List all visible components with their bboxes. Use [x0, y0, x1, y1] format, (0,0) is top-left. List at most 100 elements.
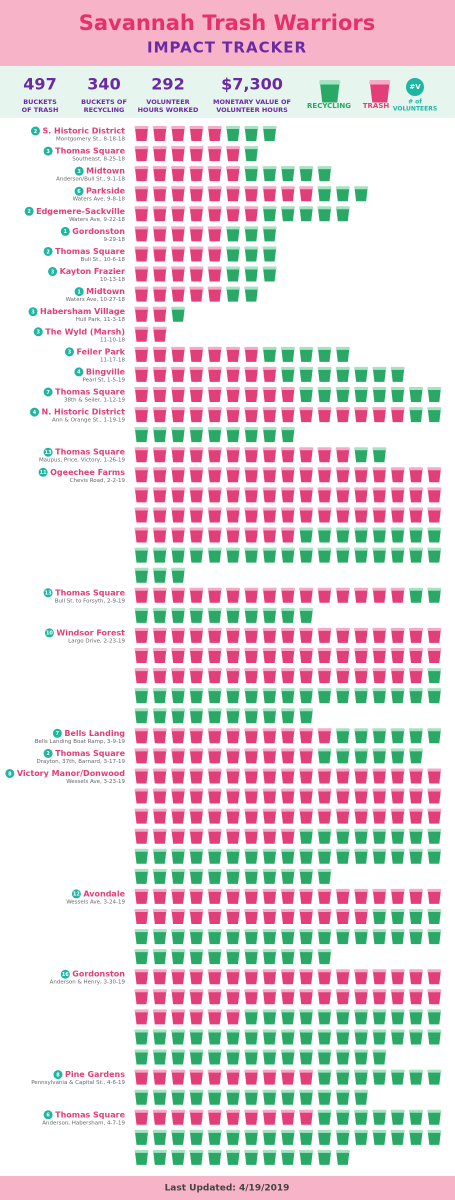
bucket-body — [318, 650, 331, 663]
bucket-rim — [244, 929, 259, 933]
bucket-rim — [134, 246, 149, 250]
recycling-bucket — [354, 1129, 369, 1145]
bucket-rim — [207, 447, 222, 451]
bucket-rim — [207, 206, 222, 210]
volunteer-count: 3 — [31, 309, 35, 315]
bucket-body — [153, 790, 167, 804]
bucket-rim — [335, 728, 350, 732]
trash-bucket — [189, 206, 204, 222]
bucket-body — [153, 549, 167, 563]
bucket-rim — [189, 648, 204, 651]
bucket-body — [244, 288, 258, 302]
bucket-rim — [152, 929, 167, 933]
bucket-rim — [244, 427, 259, 431]
bucket-rim — [390, 507, 405, 511]
bucket-body — [263, 368, 277, 382]
bucket-rim — [299, 949, 314, 953]
bucket-body — [354, 1031, 368, 1045]
recycling-bucket — [427, 1029, 442, 1045]
bucket-rim — [189, 507, 204, 511]
bucket-body — [135, 730, 148, 744]
recycling-bucket — [299, 688, 314, 704]
bucket-body — [299, 168, 313, 182]
recycling-bucket — [226, 547, 240, 563]
bucket-body — [391, 629, 405, 643]
bucket-body — [171, 228, 185, 242]
trash-bucket — [244, 487, 259, 503]
bucket-body — [226, 208, 240, 222]
bucket-body — [409, 830, 423, 844]
bucket-body — [171, 690, 185, 704]
bucket-body — [171, 469, 185, 483]
recycling-bucket — [207, 1149, 222, 1165]
bucket-body — [299, 549, 313, 563]
bucket-body — [189, 790, 203, 804]
bucket-rim — [299, 848, 314, 852]
bucket-body — [354, 1131, 368, 1145]
trash-bucket — [226, 366, 240, 382]
bucket-rim — [171, 748, 186, 752]
recycling-bucket — [152, 1029, 167, 1045]
bucket-body — [208, 368, 222, 382]
bucket-body — [171, 710, 185, 724]
trash-bucket — [134, 888, 149, 904]
bucket-body — [409, 549, 423, 563]
bucket-body — [281, 1031, 295, 1045]
bucket-body — [226, 1151, 240, 1165]
bucket-body — [299, 810, 313, 824]
trash-bucket — [134, 186, 149, 202]
bucket-body — [427, 911, 441, 924]
bucket-rim — [171, 166, 186, 170]
recycling-bucket — [372, 728, 387, 744]
bucket-body — [263, 228, 277, 242]
bucket-body — [135, 650, 148, 663]
bucket-body — [135, 409, 148, 423]
bucket-rim — [152, 246, 167, 250]
bucket-rim — [244, 668, 259, 672]
bucket-rim — [134, 808, 149, 812]
bucket-body — [208, 850, 222, 864]
bucket-rim — [226, 768, 240, 772]
bucket-rim — [152, 668, 167, 672]
recycling-bucket — [280, 1129, 295, 1145]
bucket-rim — [390, 1029, 405, 1033]
bucket-rim — [299, 607, 314, 611]
trash-bucket — [171, 888, 186, 904]
bucket-rim — [335, 366, 350, 370]
volunteer-badge — [74, 287, 84, 297]
bucket-rim — [244, 888, 259, 892]
bucket-rim — [134, 989, 149, 993]
recycling-bucket — [280, 848, 295, 864]
bucket-body — [171, 1011, 185, 1025]
bucket-rim — [189, 969, 204, 973]
trash-bucket — [317, 888, 332, 904]
event-detail: Waters Ave, 10-27-18 — [66, 297, 126, 303]
recycling-bucket — [335, 688, 350, 704]
bucket-body — [171, 168, 185, 182]
bucket-rim — [335, 1049, 350, 1053]
bucket-rim — [244, 627, 259, 631]
trash-bucket — [244, 989, 259, 1005]
recycling-bucket — [244, 166, 259, 182]
bucket-rim — [335, 929, 350, 933]
bucket-body — [208, 409, 222, 423]
bucket-rim — [409, 407, 423, 411]
bucket-body — [409, 489, 423, 503]
trash-bucket — [372, 668, 387, 684]
bucket-rim — [244, 146, 259, 150]
recycling-bucket — [262, 848, 277, 864]
bucket-body — [189, 750, 203, 764]
bucket-rim — [372, 788, 387, 792]
bucket-body — [263, 409, 277, 423]
event-name: S. Historic District — [42, 127, 125, 136]
trash-bucket — [171, 186, 186, 202]
trash-bucket — [134, 1009, 149, 1025]
bucket-body — [263, 389, 277, 402]
bucket-body — [354, 650, 368, 663]
recycling-bucket — [354, 748, 369, 764]
recycling-bucket — [171, 688, 186, 704]
trash-bucket — [207, 126, 222, 141]
trash-bucket — [335, 507, 350, 523]
recycling-bucket — [390, 1109, 405, 1125]
bucket-body — [372, 911, 386, 924]
